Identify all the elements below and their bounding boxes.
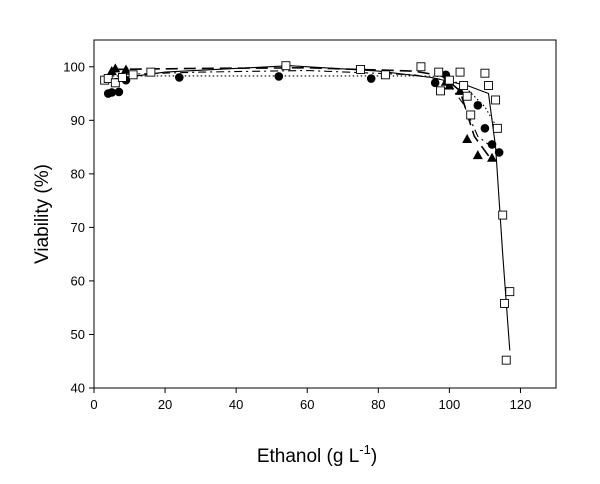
y-axis-ticks: 40 50 60 70 80 90 100 <box>63 59 94 396</box>
x-axis-title-text: Ethanol (g L <box>257 446 359 467</box>
x-axis-title-superscript: -1 <box>359 442 371 457</box>
y-tick-label: 100 <box>63 59 85 74</box>
triangle-filled-point-4 <box>444 80 455 90</box>
x-tick-label: 0 <box>90 397 97 412</box>
square-open-point-19 <box>491 95 501 105</box>
circle-filled-point-6 <box>366 74 376 83</box>
square-open-point-9 <box>416 62 426 72</box>
fit-lines <box>104 65 511 351</box>
square-open-point-23 <box>501 355 511 365</box>
square-open-point-17 <box>480 68 490 78</box>
square-open-point-2 <box>110 78 120 88</box>
y-axis-title: Viability (%) <box>32 164 53 264</box>
x-tick-label: 40 <box>229 397 243 412</box>
y-tick-label: 50 <box>71 327 85 342</box>
y-tick-label: 70 <box>71 220 85 235</box>
square-open-point-8 <box>380 70 390 80</box>
triangle-filled-point-5 <box>455 85 466 95</box>
square-open-point-7 <box>356 64 365 74</box>
fit-line-dotted <box>104 75 500 132</box>
square-open-point-5 <box>146 67 156 77</box>
x-axis-ticks: 0 20 40 60 80 100 120 <box>90 388 531 412</box>
circle-filled-point-12 <box>494 148 504 157</box>
circle-filled-point-1 <box>107 88 117 97</box>
square-open-point-18 <box>484 81 493 90</box>
x-tick-label: 20 <box>158 397 172 412</box>
fit-line-dash-dot <box>108 69 500 153</box>
square-open-point-16 <box>466 110 476 120</box>
fit-line-solid <box>104 65 511 351</box>
x-tick-label: 60 <box>300 397 314 412</box>
y-tick-label: 90 <box>71 113 85 128</box>
square-open-point-13 <box>455 67 465 77</box>
circle-filled-point-11 <box>487 140 497 149</box>
circle-filled-point-4 <box>174 73 184 82</box>
circle-filled-point-10 <box>480 124 490 133</box>
triangle-filled-point-2 <box>120 64 131 74</box>
x-tick-label: 80 <box>371 397 385 412</box>
y-tick-label: 60 <box>71 273 85 288</box>
square-open-point-12 <box>444 75 454 85</box>
circle-filled-point-9 <box>473 101 483 110</box>
y-tick-label: 80 <box>71 166 85 181</box>
square-open-point-3 <box>117 73 127 82</box>
x-tick-label: 100 <box>439 397 461 412</box>
triangle-filled-point-6 <box>462 134 473 144</box>
triangle-filled-point-7 <box>472 150 483 160</box>
square-open-point-4 <box>128 70 138 80</box>
x-tick-label: 120 <box>510 397 532 412</box>
square-open-point-20 <box>492 123 502 133</box>
fit-line-long-dash <box>111 66 493 161</box>
square-open-point-21 <box>498 210 508 220</box>
square-open-point-22 <box>500 298 509 308</box>
x-axis-title: Ethanol (g L-1) <box>257 442 377 467</box>
square-open-point-24 <box>505 287 515 297</box>
data-markers <box>100 61 515 365</box>
square-open-point-11 <box>436 86 445 96</box>
circle-filled-point-7 <box>430 78 440 88</box>
circle-filled-point-5 <box>274 72 284 81</box>
triangle-filled-point-8 <box>487 152 498 162</box>
plot-area-frame <box>93 39 557 389</box>
square-open-point-10 <box>434 67 444 77</box>
square-open-point-6 <box>281 61 291 71</box>
triangle-filled-point-1 <box>110 63 121 73</box>
square-open-point-14 <box>459 81 469 90</box>
circle-filled-point-2 <box>114 87 124 97</box>
x-axis-title-suffix: ) <box>371 446 377 467</box>
y-tick-label: 40 <box>71 381 85 396</box>
square-open-point-15 <box>462 91 472 101</box>
